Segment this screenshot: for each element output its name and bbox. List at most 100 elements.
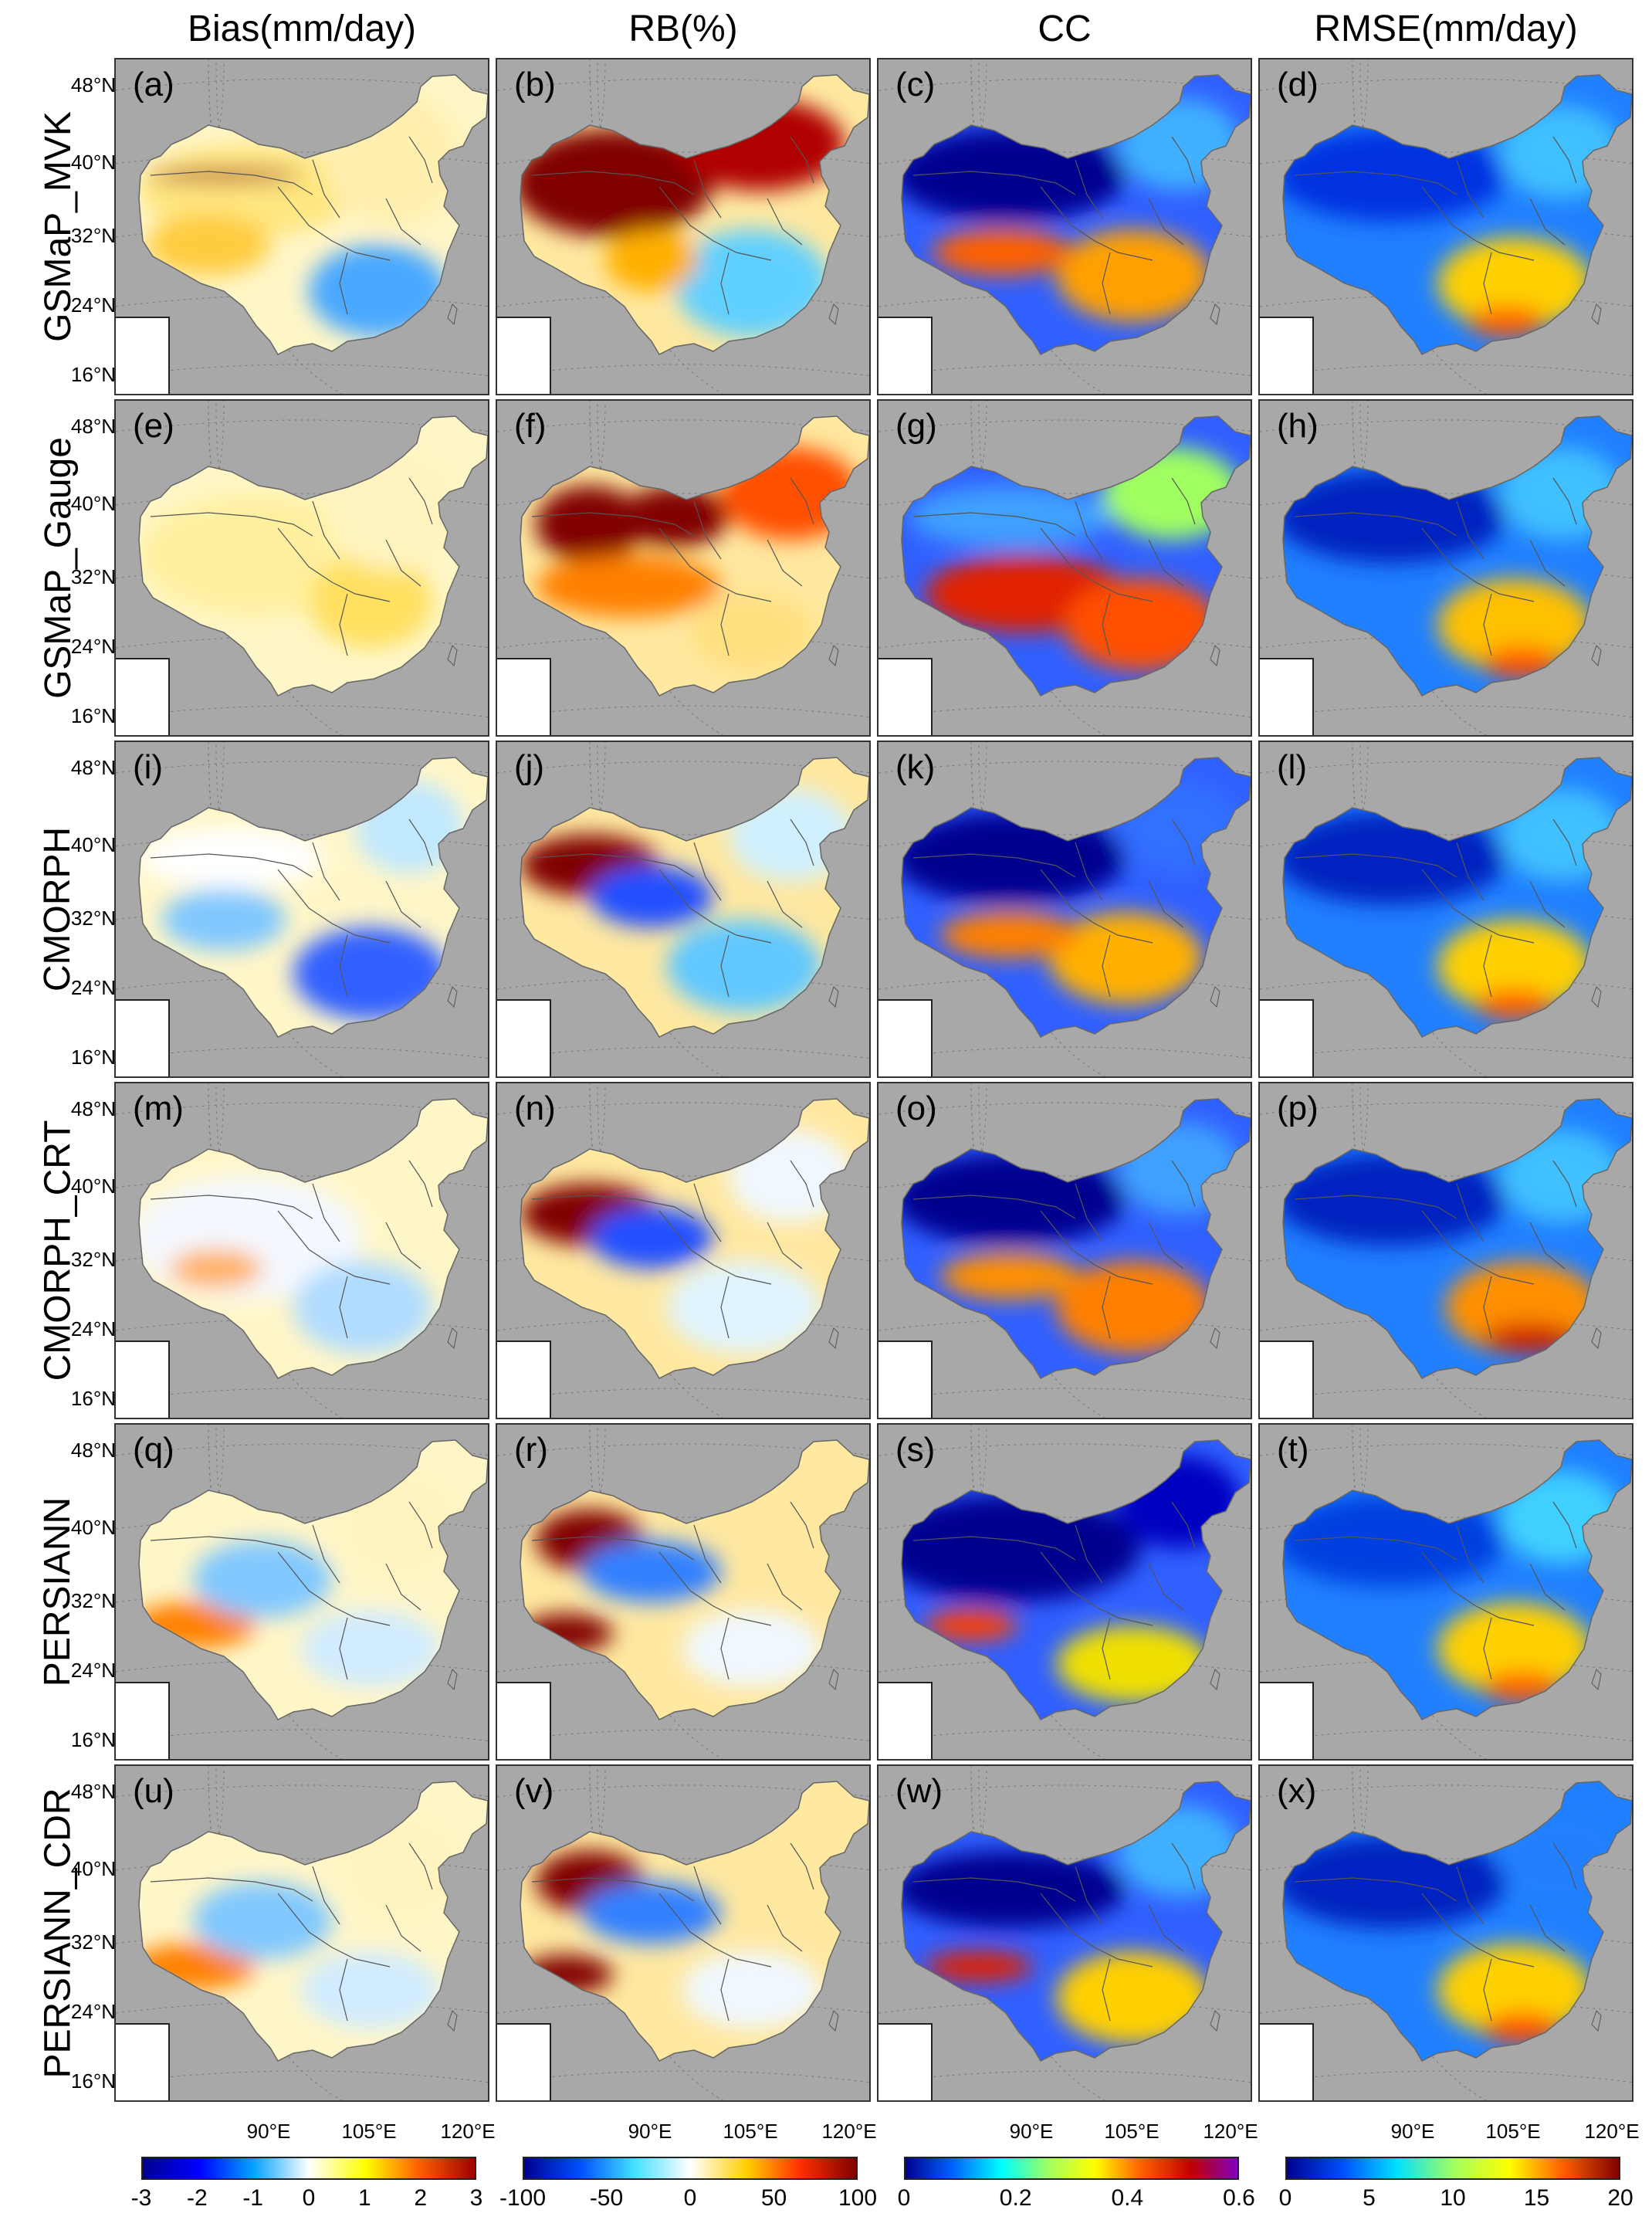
- panel-label: (d): [1277, 66, 1319, 103]
- china-map: [497, 1083, 869, 1418]
- latitude-label: 40°N: [70, 492, 116, 515]
- latitude-label: 16°N: [70, 363, 116, 386]
- panel-label: (q): [133, 1431, 174, 1469]
- column-title-3: CC: [1038, 8, 1092, 49]
- panel-label: (v): [514, 1772, 554, 1810]
- panel-label: (a): [133, 66, 174, 103]
- colorbar-rb: [523, 2157, 858, 2180]
- south-china-sea-inset: [1260, 2023, 1314, 2100]
- latitude-label: 16°N: [70, 1728, 116, 1751]
- latitude-label: 40°N: [70, 1857, 116, 1880]
- china-map: [1260, 401, 1632, 735]
- longitude-label: 90°E: [1009, 2120, 1054, 2143]
- colorbar-tick: -100: [499, 2185, 547, 2211]
- map-panel: (l): [1258, 741, 1633, 1078]
- colorbar-tick: 100: [838, 2185, 878, 2211]
- colorbar-tick: 0: [1278, 2185, 1292, 2211]
- column-title-1: Bias(mm/day): [187, 8, 417, 49]
- colorbar-tick: 5: [1363, 2185, 1376, 2211]
- china-map: [878, 1425, 1251, 1759]
- south-china-sea-inset: [116, 658, 170, 735]
- panel-label: (u): [133, 1772, 174, 1810]
- panel-label: (i): [133, 748, 164, 786]
- china-map: [116, 1766, 488, 2100]
- colorbar-tick: 3: [469, 2185, 483, 2211]
- colorbar-tick: 15: [1523, 2185, 1550, 2211]
- map-panel: (x): [1258, 1764, 1633, 2102]
- colorbar-tick: 0: [302, 2185, 316, 2211]
- latitude-label: 40°N: [70, 833, 116, 856]
- latitude-label: 48°N: [70, 1780, 116, 1803]
- colorbar-tick: 1: [357, 2185, 371, 2211]
- latitude-label: 48°N: [70, 1097, 116, 1120]
- south-china-sea-inset: [878, 658, 933, 735]
- china-map: [1260, 1425, 1632, 1759]
- china-map: [1260, 59, 1632, 394]
- longitude-label: 105°E: [1485, 2120, 1541, 2143]
- map-panel: (k): [877, 741, 1252, 1078]
- colorbar-tick: 0.4: [1111, 2185, 1144, 2211]
- colorbar-tick: 0.6: [1223, 2185, 1255, 2211]
- longitude-label: 120°E: [1584, 2120, 1640, 2143]
- colorbar-rmse: [1285, 2157, 1620, 2180]
- china-map: [116, 1425, 488, 1759]
- china-map: [497, 1766, 869, 2100]
- colorbar-tick: 20: [1607, 2185, 1633, 2211]
- colorbar-tick: -1: [242, 2185, 263, 2211]
- china-map: [116, 1083, 488, 1418]
- longitude-label: 120°E: [440, 2120, 496, 2143]
- south-china-sea-inset: [1260, 1682, 1314, 1759]
- latitude-label: 32°N: [70, 1589, 116, 1612]
- south-china-sea-inset: [497, 1682, 551, 1759]
- china-map: [497, 401, 869, 735]
- map-panel: (j): [496, 741, 871, 1078]
- china-map: [878, 742, 1251, 1076]
- longitude-label: 120°E: [821, 2120, 877, 2143]
- south-china-sea-inset: [116, 1340, 170, 1418]
- colorbar-tick: -50: [589, 2185, 624, 2211]
- panel-label: (r): [514, 1431, 548, 1469]
- south-china-sea-inset: [1260, 317, 1314, 394]
- panel-label: (w): [895, 1772, 943, 1810]
- colorbar-tick: 0: [897, 2185, 911, 2211]
- panel-label: (b): [514, 66, 556, 103]
- latitude-label: 32°N: [70, 224, 116, 247]
- map-panel: (f): [496, 399, 871, 737]
- latitude-label: 48°N: [70, 73, 116, 97]
- south-china-sea-inset: [497, 317, 551, 394]
- latitude-label: 24°N: [70, 976, 116, 999]
- colorbar-tick: 0.2: [999, 2185, 1032, 2211]
- panel-label: (k): [895, 748, 936, 786]
- latitude-label: 16°N: [70, 2069, 116, 2093]
- map-panel: (b): [496, 58, 871, 395]
- map-panel: (w): [877, 1764, 1252, 2102]
- panel-label: (n): [514, 1090, 556, 1127]
- map-panel: (a): [114, 58, 489, 395]
- panel-label: (j): [514, 748, 545, 786]
- panel-label: (e): [133, 407, 174, 445]
- panel-label: (s): [895, 1431, 936, 1469]
- panel-label: (c): [895, 66, 936, 103]
- china-map: [1260, 1766, 1632, 2100]
- map-panel: (s): [877, 1423, 1252, 1761]
- south-china-sea-inset: [497, 2023, 551, 2100]
- south-china-sea-inset: [1260, 999, 1314, 1076]
- panel-label: (f): [514, 407, 547, 445]
- latitude-label: 48°N: [70, 1439, 116, 1462]
- latitude-label: 24°N: [70, 1317, 116, 1340]
- latitude-label: 24°N: [70, 293, 116, 317]
- longitude-label: 90°E: [246, 2120, 291, 2143]
- map-panel: (m): [114, 1082, 489, 1419]
- panel-label: (m): [133, 1090, 184, 1127]
- map-panel: (e): [114, 399, 489, 737]
- latitude-label: 16°N: [70, 1046, 116, 1069]
- latitude-label: 24°N: [70, 2000, 116, 2023]
- map-panel: (n): [496, 1082, 871, 1419]
- latitude-label: 32°N: [70, 1248, 116, 1271]
- south-china-sea-inset: [497, 1340, 551, 1418]
- colorbar-tick: 0: [683, 2185, 697, 2211]
- map-panel: (p): [1258, 1082, 1633, 1419]
- map-panel: (v): [496, 1764, 871, 2102]
- longitude-label: 105°E: [1104, 2120, 1159, 2143]
- south-china-sea-inset: [878, 2023, 933, 2100]
